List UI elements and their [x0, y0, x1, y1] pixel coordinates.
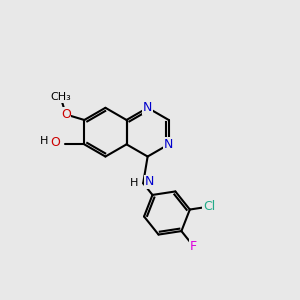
Text: CH₃: CH₃ — [51, 92, 71, 102]
Text: Cl: Cl — [203, 200, 215, 213]
Text: N: N — [164, 138, 173, 151]
Text: N: N — [145, 175, 154, 188]
Text: H: H — [40, 136, 49, 146]
Text: O: O — [61, 108, 71, 121]
Text: H: H — [129, 178, 138, 188]
Text: O: O — [51, 136, 61, 149]
Text: F: F — [190, 240, 197, 253]
Text: N: N — [143, 101, 152, 114]
